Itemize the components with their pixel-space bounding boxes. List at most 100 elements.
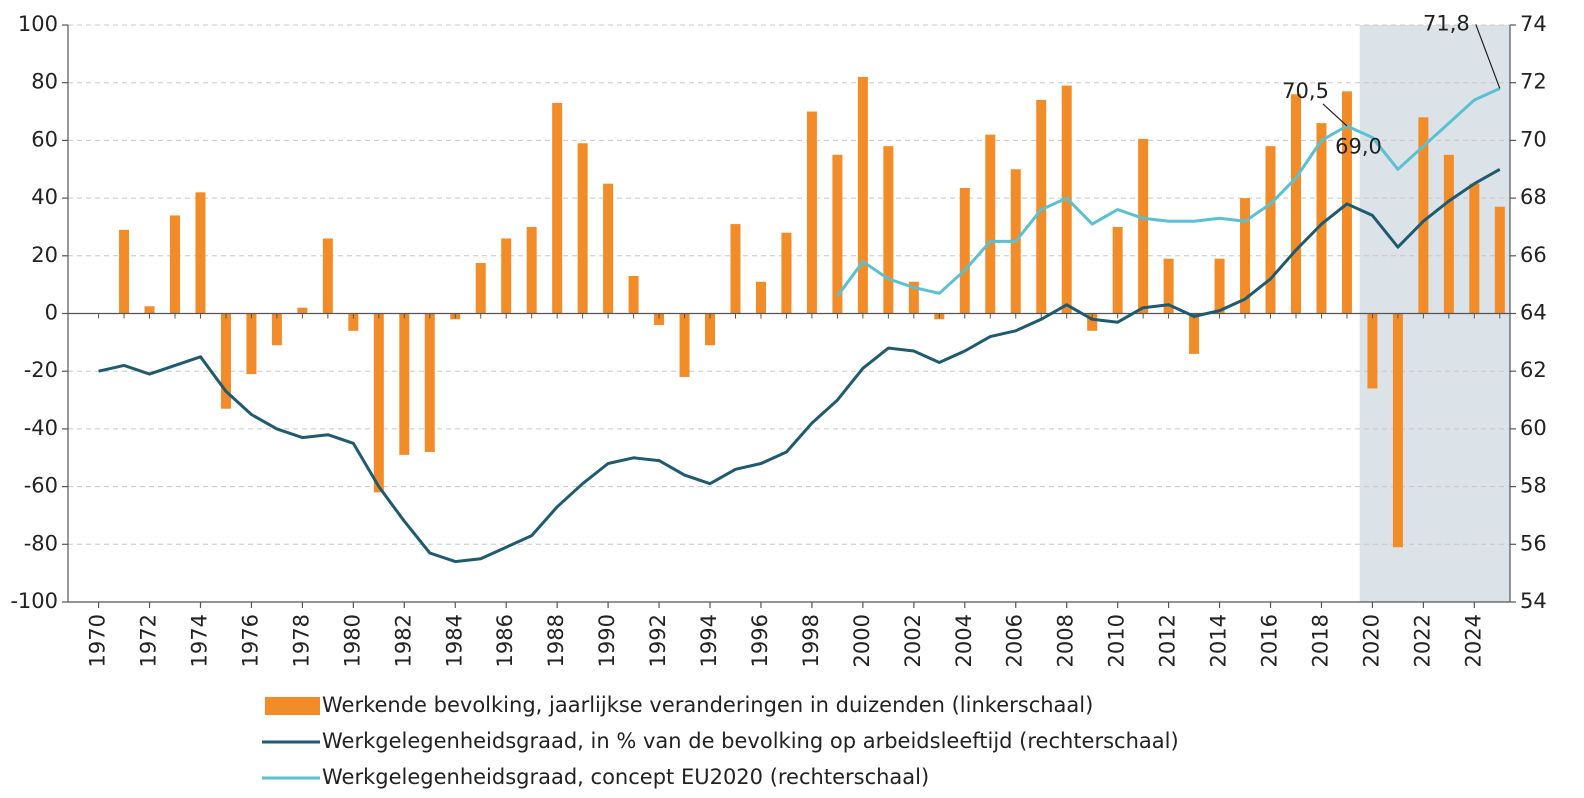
bar xyxy=(781,232,792,314)
annotation: 70,5 xyxy=(1282,79,1329,103)
y2-tick-label: 58 xyxy=(1520,474,1547,498)
y-tick-label: 40 xyxy=(31,185,58,209)
bar xyxy=(1316,123,1327,314)
y2-tick-label: 62 xyxy=(1520,358,1547,382)
annotation-leader xyxy=(1322,103,1348,127)
x-tick-label: 2004 xyxy=(952,614,976,667)
bar xyxy=(1265,146,1276,314)
x-tick-label: 2016 xyxy=(1258,614,1282,667)
x-tick-label: 1998 xyxy=(799,614,823,667)
x-tick-label: 2000 xyxy=(850,614,874,667)
bar xyxy=(475,263,486,314)
bar xyxy=(1112,226,1123,314)
x-tick-label: 1990 xyxy=(595,614,619,667)
x-tick-label: 1984 xyxy=(442,614,466,667)
bar xyxy=(1138,138,1149,314)
x-tick-label: 1980 xyxy=(340,614,364,667)
annotation: 71,8 xyxy=(1423,11,1470,35)
line xyxy=(98,167,1501,564)
bar xyxy=(654,313,665,326)
x-tick-label: 2008 xyxy=(1054,614,1078,667)
line xyxy=(836,87,1501,298)
x-tick-label: 1996 xyxy=(748,614,772,667)
bar xyxy=(1036,100,1047,314)
y2-tick-label: 60 xyxy=(1520,416,1547,440)
bar xyxy=(424,313,435,452)
bar xyxy=(832,154,843,314)
x-tick-label: 2018 xyxy=(1308,614,1332,667)
x-tick-label: 1986 xyxy=(493,614,517,667)
x-tick-label: 2024 xyxy=(1461,614,1485,667)
bar xyxy=(526,226,537,314)
x-tick-label: 2006 xyxy=(1003,614,1027,667)
y-tick-label: 100 xyxy=(18,12,58,36)
bar xyxy=(220,313,231,409)
x-tick-label: 2020 xyxy=(1359,614,1383,667)
bar xyxy=(908,281,919,314)
x-tick-label: 1994 xyxy=(697,614,721,667)
y-tick-label: 20 xyxy=(31,243,58,267)
bar xyxy=(705,313,716,346)
x-tick-label: 1970 xyxy=(86,614,110,667)
bar xyxy=(603,183,614,314)
bar xyxy=(1418,117,1429,314)
y2-tick-label: 64 xyxy=(1520,301,1547,325)
bar xyxy=(1189,313,1200,354)
legend-label: Werkgelegenheidsgraad, in % van de bevol… xyxy=(322,729,1179,753)
bar xyxy=(755,281,766,314)
y2-tick-label: 72 xyxy=(1520,70,1547,94)
y2-tick-label: 56 xyxy=(1520,531,1547,555)
bar xyxy=(1367,313,1378,389)
bar xyxy=(1494,206,1505,314)
bar xyxy=(1163,258,1174,314)
bar xyxy=(348,313,359,331)
x-tick-label: 2010 xyxy=(1105,614,1129,667)
bar xyxy=(501,238,512,314)
y2-tick-label: 66 xyxy=(1520,243,1547,267)
y2-tick-label: 68 xyxy=(1520,185,1547,209)
y-tick-label: 80 xyxy=(31,70,58,94)
y-tick-label: -20 xyxy=(24,358,58,382)
bar xyxy=(144,306,155,314)
bar xyxy=(1214,258,1225,314)
bar xyxy=(959,188,970,314)
x-tick-label: 1974 xyxy=(187,614,211,667)
x-tick-label: 1978 xyxy=(289,614,313,667)
bar xyxy=(806,111,817,314)
bar xyxy=(399,313,410,455)
bar xyxy=(1469,183,1480,314)
legend-label: Werkende bevolking, jaarlijkse veranderi… xyxy=(322,693,1093,717)
bar xyxy=(857,76,868,314)
y-tick-label: -60 xyxy=(24,474,58,498)
x-tick-label: 1992 xyxy=(646,614,670,667)
bar xyxy=(1290,94,1301,314)
y-tick-label: -80 xyxy=(24,531,58,555)
legend-swatch xyxy=(265,697,320,715)
bar xyxy=(1087,313,1098,331)
bar xyxy=(985,134,996,314)
bar xyxy=(1392,313,1403,548)
x-tick-label: 2022 xyxy=(1410,614,1434,667)
y-tick-label: 60 xyxy=(31,127,58,151)
y2-tick-label: 74 xyxy=(1520,12,1547,36)
bar xyxy=(119,229,130,314)
x-tick-label: 2012 xyxy=(1156,614,1180,667)
bar xyxy=(170,215,181,314)
bar xyxy=(1240,198,1251,314)
bar xyxy=(246,313,257,375)
bar xyxy=(577,143,588,314)
x-tick-label: 2014 xyxy=(1207,614,1231,667)
annotation: 69,0 xyxy=(1335,134,1382,158)
bar xyxy=(730,224,741,314)
x-tick-label: 2002 xyxy=(901,614,925,667)
bar xyxy=(195,192,206,314)
y-tick-label: -100 xyxy=(10,589,58,613)
bar xyxy=(1443,154,1454,314)
y-tick-label: -40 xyxy=(24,416,58,440)
x-tick-label: 1972 xyxy=(137,614,161,667)
bar xyxy=(679,313,690,377)
x-tick-label: 1988 xyxy=(544,614,568,667)
y2-tick-label: 54 xyxy=(1520,589,1547,613)
bar xyxy=(322,238,333,314)
